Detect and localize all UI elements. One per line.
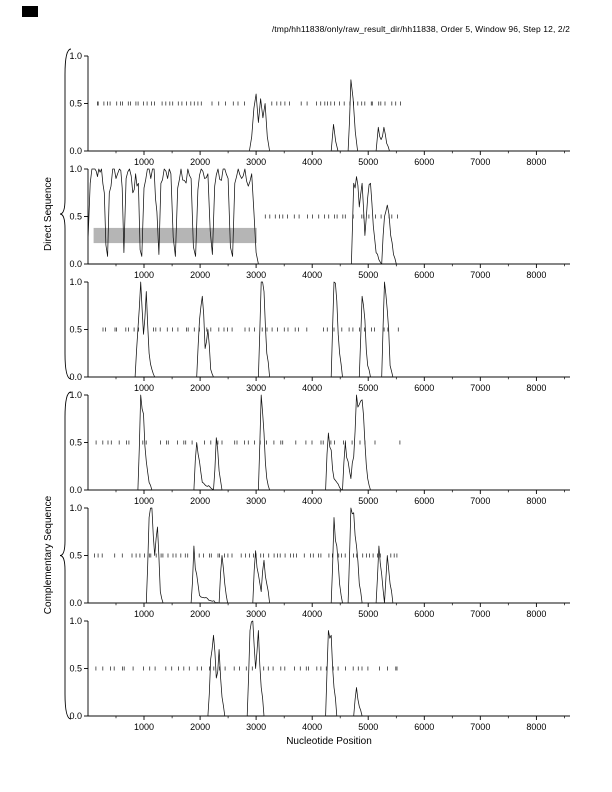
tick-label: 7000 <box>470 270 490 280</box>
tick-label: 0.0 <box>69 372 82 382</box>
tick-label: 7000 <box>470 383 490 393</box>
tick-label: 8000 <box>526 496 546 506</box>
tick-label: 3000 <box>246 609 266 619</box>
tick-label: 2000 <box>190 496 210 506</box>
tick-label: 0.5 <box>69 664 82 674</box>
tick-label: 1000 <box>134 270 154 280</box>
registration-mark <box>22 6 38 17</box>
tick-label: 1000 <box>134 722 154 732</box>
brace-glyph <box>59 391 72 720</box>
complementary-sequence-label: Complementary Sequence <box>43 495 54 615</box>
tick-label: 4000 <box>302 157 322 167</box>
direct-sequence-brace <box>59 48 72 380</box>
tick-label: 4000 <box>302 609 322 619</box>
complementary-sequence-brace <box>59 391 72 720</box>
panels-container: 0.0 0.5 1.0 1000 2000 3000 4000 5000 6000 7000 800… <box>0 44 612 732</box>
tick-label: 4000 <box>302 722 322 732</box>
tick-label: 6000 <box>414 157 434 167</box>
tick-label: 1.0 <box>69 277 82 287</box>
panel-direct-frame-2: 0.0 0.5 1.0 1000 2000 3000 4000 5000 6000 7000 800… <box>69 164 570 280</box>
tick-label: 1000 <box>134 157 154 167</box>
tick-label: 0.5 <box>69 551 82 561</box>
tick-label: 0.5 <box>69 212 82 222</box>
x-axis-title: Nucleotide Position <box>286 736 372 747</box>
tick-label: 8000 <box>526 722 546 732</box>
tick-label: 4000 <box>302 383 322 393</box>
tick-label: 1.0 <box>69 390 82 400</box>
tick-label: 3000 <box>246 496 266 506</box>
tick-label: 0.0 <box>69 598 82 608</box>
panel-complementary-frame-2: 0.0 0.5 1.0 1000 2000 3000 4000 5000 6000 7000 800… <box>69 503 570 619</box>
tick-label: 6000 <box>414 383 434 393</box>
tick-label: 3000 <box>246 270 266 280</box>
panel-complementary-frame-3: 0.0 0.5 1.0 1000 2000 3000 4000 5000 6000 7000 800… <box>69 616 570 732</box>
tick-label: 0.0 <box>69 711 82 721</box>
tick-label: 1000 <box>134 609 154 619</box>
tick-label: 5000 <box>358 270 378 280</box>
probability-curve <box>88 507 570 604</box>
tick-label: 1.0 <box>69 616 82 626</box>
panel-complementary-frame-1: 0.0 0.5 1.0 1000 2000 3000 4000 5000 6000 7000 800… <box>69 390 570 506</box>
tick-label: 7000 <box>470 496 490 506</box>
tick-label: 4000 <box>302 270 322 280</box>
tick-label: 2000 <box>190 722 210 732</box>
tick-label: 2000 <box>190 609 210 619</box>
tick-label: 0.0 <box>69 485 82 495</box>
tick-label: 3000 <box>246 383 266 393</box>
tick-label: 2000 <box>190 270 210 280</box>
tick-label: 5000 <box>358 609 378 619</box>
tick-label: 1.0 <box>69 503 82 513</box>
tick-label: 8000 <box>526 270 546 280</box>
tick-label: 7000 <box>470 722 490 732</box>
tick-label: 7000 <box>470 157 490 167</box>
tick-label: 6000 <box>414 722 434 732</box>
tick-label: 1000 <box>134 496 154 506</box>
tick-label: 1.0 <box>69 51 82 61</box>
tick-label: 5000 <box>358 496 378 506</box>
probability-curve <box>88 281 570 378</box>
tick-label: 2000 <box>190 157 210 167</box>
tick-label: 5000 <box>358 722 378 732</box>
tick-label: 7000 <box>470 609 490 619</box>
tick-label: 2000 <box>190 383 210 393</box>
tick-label: 3000 <box>246 157 266 167</box>
tick-label: 0.5 <box>69 438 82 448</box>
gene-region-bar <box>93 227 257 244</box>
tick-label: 8000 <box>526 383 546 393</box>
panel-direct-frame-1: 0.0 0.5 1.0 1000 2000 3000 4000 5000 6000 7000 800… <box>69 51 570 167</box>
tick-label: 1000 <box>134 383 154 393</box>
tick-label: 0.0 <box>69 146 82 156</box>
probability-curve <box>88 79 570 152</box>
tick-label: 8000 <box>526 609 546 619</box>
plot-title: /tmp/hh11838/only/raw_result_dir/hh11838… <box>271 24 570 34</box>
panel-direct-frame-3: 0.0 0.5 1.0 1000 2000 3000 4000 5000 6000 7000 800… <box>69 277 570 393</box>
tick-label: 1.0 <box>69 164 82 174</box>
direct-sequence-label: Direct Sequence <box>43 177 54 251</box>
tick-label: 6000 <box>414 496 434 506</box>
tick-label: 0.5 <box>69 325 82 335</box>
brace-glyph <box>59 48 72 380</box>
tick-label: 6000 <box>414 609 434 619</box>
tick-label: 3000 <box>246 722 266 732</box>
probability-curve <box>88 394 570 491</box>
tick-label: 0.0 <box>69 259 82 269</box>
tick-label: 6000 <box>414 270 434 280</box>
probability-curve <box>87 168 570 265</box>
tick-label: 8000 <box>526 157 546 167</box>
probability-curve <box>88 620 570 717</box>
tick-label: 4000 <box>302 496 322 506</box>
tick-label: 5000 <box>358 157 378 167</box>
tick-label: 0.5 <box>69 99 82 109</box>
tick-label: 5000 <box>358 383 378 393</box>
